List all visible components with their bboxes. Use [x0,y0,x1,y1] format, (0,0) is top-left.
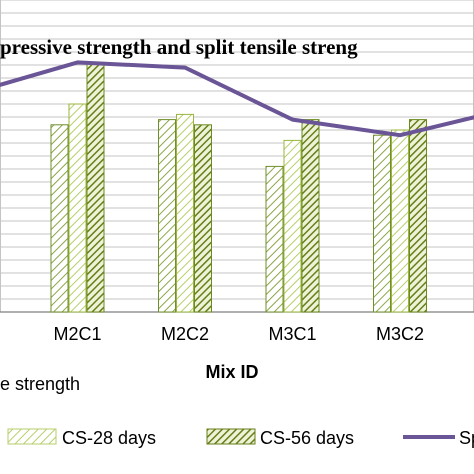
line-series-path [0,60,474,138]
bar-m3c1-0 [265,165,284,313]
x-tick-label: M2C1 [53,324,101,344]
chart-title: pressive strength and split tensile stre… [0,35,358,59]
plot-area [0,0,474,313]
x-tick-label: M3C1 [268,324,316,344]
bar-m2c1-2 [86,61,105,313]
legend: CS-28 days CS-56 days Sp [7,428,474,448]
bar-m3c2-1 [391,129,409,313]
bar-m2c1-0 [50,124,69,313]
x-tick-label: M2C2 [161,324,209,344]
line-series [0,60,474,138]
x-tick-label: M3C2 [376,324,424,344]
x-tick-labels: M2C1 M2C2 M3C1 M3C2 [53,324,424,344]
bar-m2c2-0 [158,119,176,313]
bar-m3c2-0 [373,134,391,313]
bar-m3c2-2 [409,119,427,313]
legend-label-line: Sp [459,428,474,448]
bar-m3c1-2 [301,119,320,313]
partial-label: e strength [0,374,80,394]
legend-swatch-cs-28 [7,428,57,445]
bar-m3c1-1 [283,139,302,313]
bar-m2c2-2 [194,124,212,313]
x-axis-title: Mix ID [205,362,258,382]
legend-label-cs-28: CS-28 days [62,428,156,448]
bar-m2c1-1 [68,103,87,313]
bar-m2c2-1 [176,113,194,313]
legend-swatch-cs-56 [206,428,256,445]
bars [50,61,427,313]
legend-label-cs-56: CS-56 days [260,428,354,448]
